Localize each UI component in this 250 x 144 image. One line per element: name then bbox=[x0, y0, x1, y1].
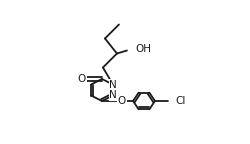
Text: O: O bbox=[78, 74, 86, 84]
Text: Cl: Cl bbox=[174, 96, 184, 106]
Text: OH: OH bbox=[134, 43, 150, 54]
Text: O: O bbox=[118, 96, 126, 106]
Text: N: N bbox=[109, 90, 116, 101]
Text: N: N bbox=[109, 79, 116, 90]
